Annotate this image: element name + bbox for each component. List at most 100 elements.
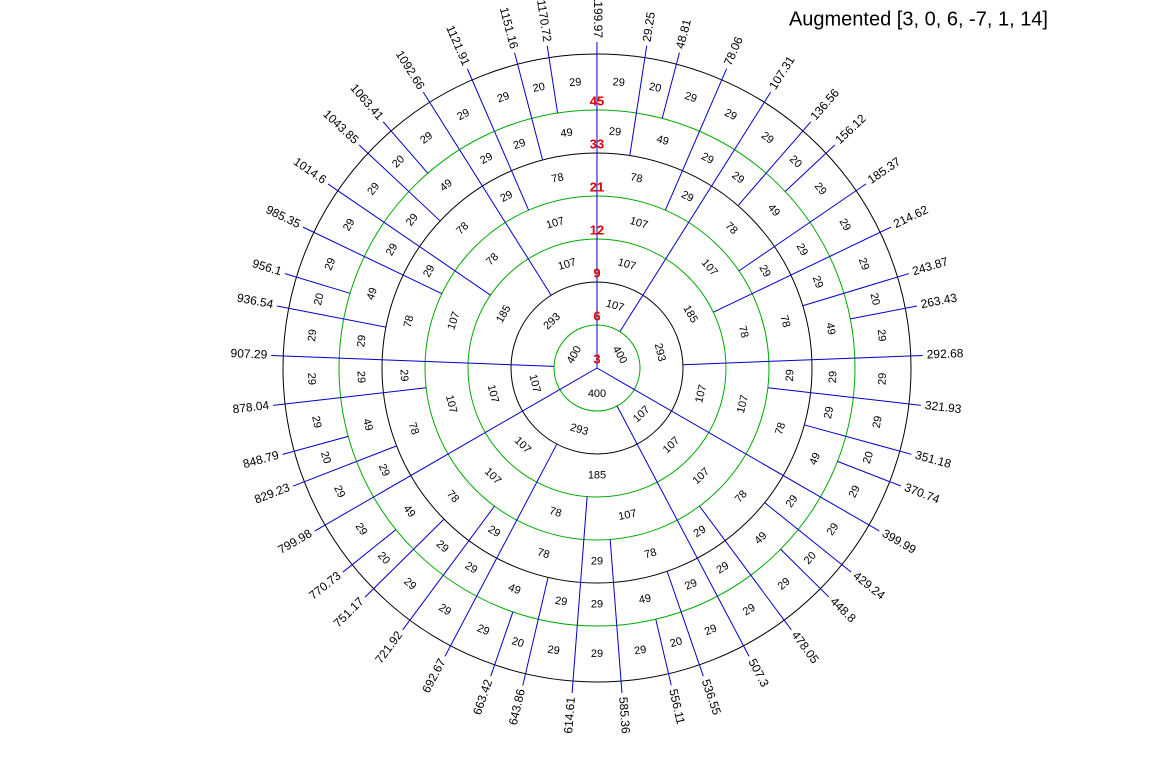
segment-label: 107 bbox=[445, 310, 462, 331]
segment-label: 29 bbox=[875, 329, 888, 343]
segment-label: 49 bbox=[765, 202, 782, 219]
segment-label: 107 bbox=[693, 383, 709, 404]
segment-label: 20 bbox=[532, 81, 546, 95]
segment-label: 49 bbox=[438, 177, 455, 194]
spoke bbox=[382, 121, 429, 174]
segment-label: 78 bbox=[444, 488, 461, 505]
spoke-label: 263.43 bbox=[919, 290, 958, 311]
spoke bbox=[514, 52, 544, 161]
segment-label: 107 bbox=[661, 435, 683, 456]
spoke bbox=[292, 445, 397, 487]
spoke bbox=[804, 424, 912, 455]
segment-label: 29 bbox=[404, 211, 421, 228]
segment-label: 107 bbox=[526, 373, 542, 394]
spoke bbox=[767, 387, 921, 406]
spoke bbox=[284, 273, 351, 294]
spoke bbox=[522, 577, 549, 686]
segment-label: 49 bbox=[360, 417, 375, 432]
segment-label: 29 bbox=[496, 90, 512, 105]
spoke-label: 78.06 bbox=[721, 34, 746, 67]
segment-label: 78 bbox=[736, 324, 751, 339]
spoke-label: 429.24 bbox=[850, 569, 888, 603]
segment-label: 29 bbox=[591, 598, 603, 610]
spoke-label: 292.68 bbox=[926, 346, 964, 361]
segment-label: 29 bbox=[729, 169, 746, 186]
spoke-label: 614.61 bbox=[561, 696, 578, 734]
segment-label: 49 bbox=[507, 582, 523, 598]
ring-label: 9 bbox=[593, 265, 600, 280]
segment-label: 293 bbox=[569, 422, 590, 439]
segment-label: 78 bbox=[550, 171, 564, 185]
segment-label: 78 bbox=[643, 546, 658, 561]
spoke-label: 1014.6 bbox=[291, 154, 329, 186]
spoke-label: 107.31 bbox=[766, 53, 798, 92]
spoke-label: 907.29 bbox=[230, 346, 268, 361]
segment-label: 185 bbox=[494, 303, 514, 325]
segment-label: 29 bbox=[715, 560, 732, 577]
segment-label: 29 bbox=[341, 217, 358, 234]
spoke-label: 399.99 bbox=[880, 526, 919, 557]
segment-label: 29 bbox=[331, 484, 347, 500]
ring-label: 21 bbox=[590, 179, 604, 194]
spoke bbox=[276, 305, 387, 328]
spoke-label: 878.04 bbox=[232, 398, 270, 416]
spoke-label: 1092.66 bbox=[393, 48, 428, 92]
spoke bbox=[666, 571, 704, 677]
segment-label: 20 bbox=[390, 153, 407, 170]
segment-label: 293 bbox=[652, 342, 668, 363]
segment-label: 107 bbox=[628, 215, 649, 232]
spoke bbox=[655, 619, 672, 686]
segment-label: 20 bbox=[669, 635, 684, 650]
segment-label: 49 bbox=[560, 127, 574, 140]
spoke bbox=[571, 496, 588, 694]
spoke-label: 1043.85 bbox=[320, 107, 361, 147]
segment-label: 185 bbox=[680, 303, 700, 325]
segment-label: 29 bbox=[683, 90, 699, 105]
segment-label: 29 bbox=[810, 274, 826, 290]
segment-label: 29 bbox=[633, 644, 647, 658]
spoke-label: 321.93 bbox=[924, 398, 962, 416]
segment-label: 29 bbox=[353, 521, 370, 538]
segment-label: 29 bbox=[384, 241, 401, 258]
ring-label: 45 bbox=[590, 93, 604, 108]
spoke bbox=[784, 144, 836, 192]
spoke-label: 956.1 bbox=[251, 256, 284, 278]
spoke bbox=[402, 505, 495, 631]
segment-label: 29 bbox=[498, 189, 514, 205]
spoke bbox=[682, 355, 923, 366]
spoke-label: 48.81 bbox=[673, 17, 694, 50]
segment-label: 49 bbox=[752, 530, 769, 547]
segment-label: 20 bbox=[787, 153, 804, 170]
segment-label: 20 bbox=[375, 550, 392, 567]
segment-label: 29 bbox=[812, 181, 829, 198]
segment-label: 107 bbox=[545, 215, 566, 232]
spoke-label: 243.87 bbox=[911, 254, 950, 278]
segment-label: 29 bbox=[305, 373, 317, 386]
segment-label: 78 bbox=[548, 505, 563, 520]
segment-label: 29 bbox=[398, 369, 410, 382]
segment-label: 29 bbox=[722, 107, 738, 123]
segment-label: 185 bbox=[588, 469, 606, 481]
segment-label: 78 bbox=[406, 421, 421, 436]
spoke bbox=[358, 144, 441, 222]
spoke bbox=[546, 45, 559, 114]
spoke-label: 370.74 bbox=[902, 480, 942, 506]
segment-label: 49 bbox=[401, 503, 418, 520]
spoke bbox=[738, 183, 867, 272]
spoke bbox=[271, 355, 555, 367]
spoke-label: 643.86 bbox=[506, 687, 528, 726]
segment-label: 29 bbox=[591, 555, 603, 567]
spoke-label: 448.8 bbox=[827, 594, 858, 625]
segment-label: 29 bbox=[455, 107, 471, 123]
segment-label: 107 bbox=[512, 435, 534, 456]
segment-label: 78 bbox=[454, 220, 471, 237]
spoke-label: 663.42 bbox=[470, 677, 495, 717]
spoke bbox=[664, 68, 728, 211]
segment-label: 49 bbox=[823, 322, 837, 336]
spoke-label: 751.17 bbox=[331, 594, 367, 630]
spoke bbox=[609, 539, 623, 694]
spoke-label: 692.67 bbox=[419, 656, 449, 695]
segment-label: 29 bbox=[486, 523, 503, 540]
